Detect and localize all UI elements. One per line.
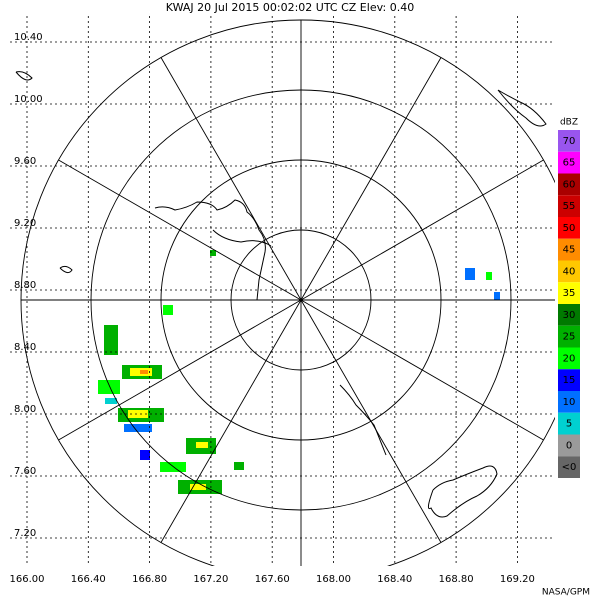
lat-label: 10.40: [14, 32, 43, 43]
colorbar-swatch: [558, 304, 580, 326]
lon-label: 166.00: [10, 574, 45, 585]
colorbar-label: 55: [563, 201, 576, 212]
radial-spoke: [58, 299, 302, 441]
colorbar-label: 10: [563, 397, 576, 408]
colorbar-label: <0: [562, 462, 577, 473]
colorbar-swatch: [558, 347, 580, 370]
lat-label: 9.60: [14, 156, 36, 167]
colorbar-swatch: [558, 195, 580, 217]
lon-label: 169.20: [500, 574, 535, 585]
lat-label: 8.80: [14, 280, 36, 291]
colorbar-swatch: [558, 151, 580, 174]
radial-spoke: [160, 299, 302, 543]
lon-label: 167.60: [255, 574, 290, 585]
colorbar-label: 45: [563, 245, 576, 256]
radial-spoke: [300, 299, 442, 543]
colorbar-unit: dBZ: [560, 118, 578, 128]
colorbar-swatch: [558, 173, 580, 196]
colorbar-swatch: [558, 412, 580, 435]
lon-label: 167.20: [193, 574, 228, 585]
lat-label: 8.40: [14, 342, 36, 353]
colorbar-swatch: [558, 260, 580, 283]
colorbar-label: 20: [563, 353, 576, 364]
colorbar-label: 5: [566, 419, 572, 430]
lon-label: 168.00: [316, 574, 351, 585]
title: KWAJ 20 Jul 2015 00:02:02 UTC CZ Elev: 0…: [166, 1, 414, 14]
lon-label: 168.40: [377, 574, 412, 585]
colorbar-swatch: [558, 238, 580, 261]
radial-spoke: [300, 57, 442, 301]
colorbar-swatch: [558, 282, 580, 304]
colorbar-label: 0: [566, 440, 572, 451]
colorbar-swatch: [558, 456, 580, 478]
colorbar-label: 15: [563, 375, 576, 386]
map: [10, 16, 555, 566]
credit: NASA/GPM: [542, 588, 590, 598]
colorbar-swatch: [558, 217, 580, 239]
colorbar-label: 65: [563, 158, 576, 169]
colorbar-swatch: [558, 391, 580, 413]
lat-label: 10.00: [14, 94, 43, 105]
colorbar-label: 30: [563, 310, 576, 321]
colorbar-label: 35: [563, 288, 576, 299]
echoes: [98, 250, 500, 494]
lon-label: 168.80: [439, 574, 474, 585]
colorbar-label: 60: [563, 179, 576, 190]
lon-label: 166.80: [132, 574, 167, 585]
colorbar-label: 70: [563, 136, 576, 147]
radial-spoke: [300, 159, 544, 301]
lat-label: 7.20: [14, 528, 36, 539]
colorbar-label: 50: [563, 223, 576, 234]
colorbar-swatch: [558, 434, 580, 457]
radial-spoke: [300, 299, 544, 441]
colorbar-label: 40: [563, 266, 576, 277]
colorbar-swatch: [558, 369, 580, 391]
lat-label: 8.00: [14, 404, 36, 415]
colorbar-swatch: [558, 130, 580, 152]
radial-spoke: [160, 57, 302, 301]
lat-label: 7.60: [14, 466, 36, 477]
radial-spoke: [58, 159, 302, 301]
lat-label: 9.20: [14, 218, 36, 229]
island: [15, 71, 547, 518]
lon-label: 166.40: [71, 574, 106, 585]
colorbar-swatch: [558, 325, 580, 348]
colorbar-label: 25: [563, 332, 576, 343]
